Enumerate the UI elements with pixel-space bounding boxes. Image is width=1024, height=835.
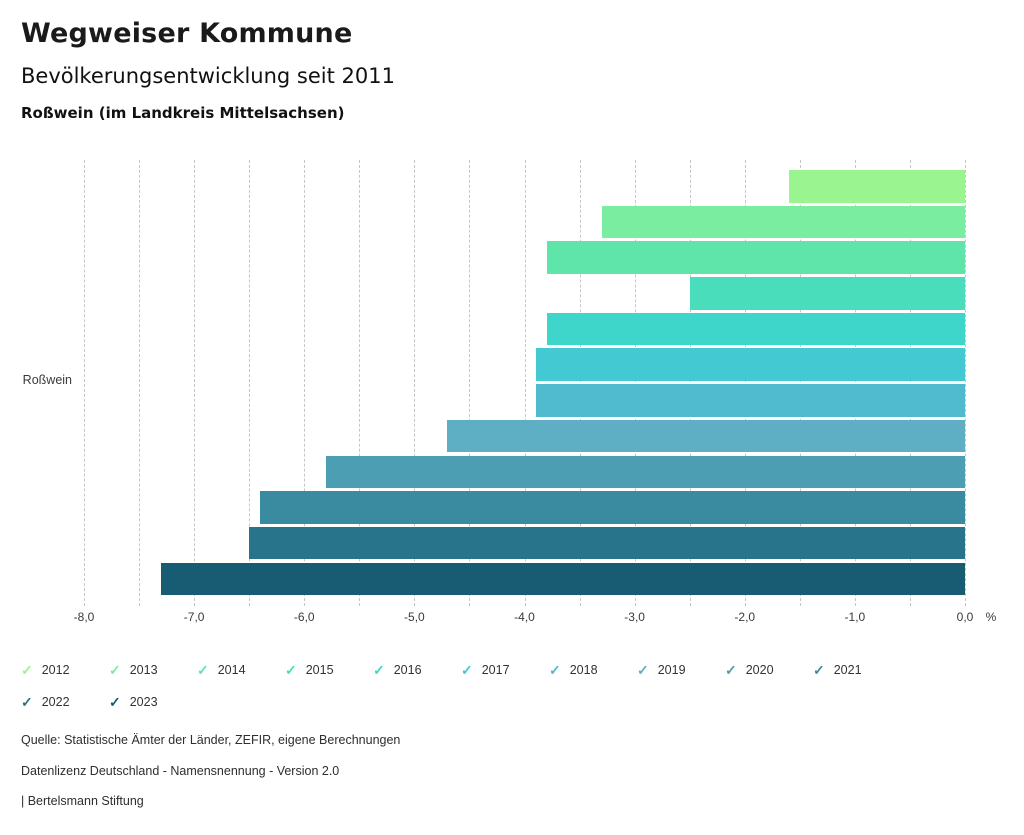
x-tick-label: 0,0 bbox=[956, 610, 974, 624]
x-tick-label: -5,0 bbox=[404, 610, 425, 624]
bar-2014 bbox=[546, 241, 965, 274]
legend-item-2022[interactable]: ✓ 2022 bbox=[21, 686, 109, 718]
legend-label: 2015 bbox=[305, 663, 334, 677]
legend-label: 2019 bbox=[657, 663, 686, 677]
gridline bbox=[84, 160, 85, 606]
legend-item-2019[interactable]: ✓ 2019 bbox=[637, 654, 725, 686]
bar-row-2023 bbox=[84, 562, 965, 596]
x-axis: % -8,0 -7,0 -6,0 -5,0 -4,0 -3,0 -2,0 -1,0 0,0 bbox=[74, 610, 997, 626]
bar-2021 bbox=[260, 491, 965, 524]
check-icon: ✓ bbox=[109, 662, 121, 678]
x-tick-label: -7,0 bbox=[183, 610, 205, 624]
x-tick-label: -8,0 bbox=[73, 610, 95, 624]
bar-2020 bbox=[326, 455, 965, 488]
bar-2018 bbox=[535, 384, 965, 417]
bar-2016 bbox=[546, 312, 965, 346]
gridline bbox=[799, 160, 801, 606]
check-icon: ✓ bbox=[373, 662, 385, 678]
bar-row-2013 bbox=[84, 205, 965, 239]
legend-label: 2017 bbox=[481, 663, 510, 677]
gridline bbox=[854, 160, 856, 606]
bar-2012 bbox=[788, 170, 965, 203]
check-icon: ✓ bbox=[21, 662, 33, 678]
bar-2013 bbox=[601, 205, 965, 239]
legend-item-2016[interactable]: ✓ 2016 bbox=[373, 654, 461, 686]
bar-2017 bbox=[535, 348, 965, 381]
gridline bbox=[689, 160, 691, 606]
legend-label: 2016 bbox=[393, 663, 422, 677]
gridline bbox=[469, 160, 471, 606]
bars bbox=[84, 160, 965, 606]
gridline bbox=[634, 160, 636, 606]
legend-item-2021[interactable]: ✓ 2021 bbox=[813, 654, 901, 686]
x-tick-label: -1,0 bbox=[844, 610, 866, 624]
check-icon: ✓ bbox=[461, 662, 473, 678]
bar-row-2012 bbox=[84, 170, 965, 203]
legend-item-2018[interactable]: ✓ 2018 bbox=[549, 654, 637, 686]
bar-row-2016 bbox=[84, 312, 965, 346]
footer-source: Quelle: Statistische Ämter der Länder, Z… bbox=[21, 733, 401, 747]
bar-row-2019 bbox=[84, 419, 965, 453]
check-icon: ✓ bbox=[21, 694, 33, 710]
legend-label: 2023 bbox=[129, 695, 158, 709]
check-icon: ✓ bbox=[549, 662, 561, 678]
check-icon: ✓ bbox=[813, 662, 825, 678]
check-icon: ✓ bbox=[637, 662, 649, 678]
bar-row-2020 bbox=[84, 455, 965, 488]
legend-label: 2022 bbox=[41, 695, 70, 709]
legend-label: 2013 bbox=[129, 663, 158, 677]
legend-item-2013[interactable]: ✓ 2013 bbox=[109, 654, 197, 686]
app-title: Wegweiser Kommune bbox=[21, 18, 353, 49]
legend-label: 2020 bbox=[745, 663, 774, 677]
x-tick-label: -2,0 bbox=[734, 610, 756, 624]
bar-2019 bbox=[447, 419, 965, 453]
legend-item-2023[interactable]: ✓ 2023 bbox=[109, 686, 197, 718]
legend-item-2017[interactable]: ✓ 2017 bbox=[461, 654, 549, 686]
gridline bbox=[249, 160, 251, 606]
legend-label: 2014 bbox=[217, 663, 246, 677]
x-axis-unit-label: % bbox=[985, 610, 997, 624]
region-subtitle: Roßwein (im Landkreis Mittelsachsen) bbox=[21, 104, 345, 122]
bar-row-2014 bbox=[84, 241, 965, 274]
gridline bbox=[965, 160, 966, 606]
legend-item-2012[interactable]: ✓ 2012 bbox=[21, 654, 109, 686]
x-tick-label: -3,0 bbox=[624, 610, 645, 624]
legend-item-2015[interactable]: ✓ 2015 bbox=[285, 654, 373, 686]
gridline bbox=[304, 160, 306, 606]
x-tick-label: -6,0 bbox=[293, 610, 315, 624]
legend-item-2020[interactable]: ✓ 2020 bbox=[725, 654, 813, 686]
gridline bbox=[524, 160, 526, 606]
legend-item-2014[interactable]: ✓ 2014 bbox=[197, 654, 285, 686]
y-axis-category-label: Roßwein bbox=[22, 373, 72, 387]
bar-2023 bbox=[161, 562, 965, 596]
bar-row-2015 bbox=[84, 277, 965, 310]
footer-license: Datenlizenz Deutschland - Namensnennung … bbox=[21, 764, 340, 778]
bar-2015 bbox=[689, 277, 965, 310]
gridline bbox=[579, 160, 581, 606]
footer-attribution: | Bertelsmann Stiftung bbox=[21, 794, 144, 808]
gridline bbox=[414, 160, 416, 606]
gridline bbox=[744, 160, 746, 606]
check-icon: ✓ bbox=[725, 662, 737, 678]
check-icon: ✓ bbox=[197, 662, 209, 678]
legend-label: 2018 bbox=[569, 663, 598, 677]
bar-2022 bbox=[249, 526, 965, 560]
bar-row-2018 bbox=[84, 384, 965, 417]
check-icon: ✓ bbox=[285, 662, 297, 678]
plot-area bbox=[84, 160, 966, 606]
legend: ✓ 2012 ✓ 2013 ✓ 2014 ✓ 2015 ✓ 2016 ✓ 2017 ✓ 2018 ✓ 2019… bbox=[21, 654, 905, 718]
legend-label: 2012 bbox=[41, 663, 70, 677]
bar-row-2022 bbox=[84, 526, 965, 560]
x-tick-label: -4,0 bbox=[514, 610, 535, 624]
gridline bbox=[194, 160, 196, 606]
gridline bbox=[909, 160, 911, 606]
legend-label: 2021 bbox=[833, 663, 862, 677]
bar-row-2021 bbox=[84, 491, 965, 524]
check-icon: ✓ bbox=[109, 694, 121, 710]
chart-title: Bevölkerungsentwicklung seit 2011 bbox=[21, 64, 395, 88]
gridline bbox=[139, 160, 141, 606]
gridline bbox=[359, 160, 361, 606]
bar-row-2017 bbox=[84, 348, 965, 381]
